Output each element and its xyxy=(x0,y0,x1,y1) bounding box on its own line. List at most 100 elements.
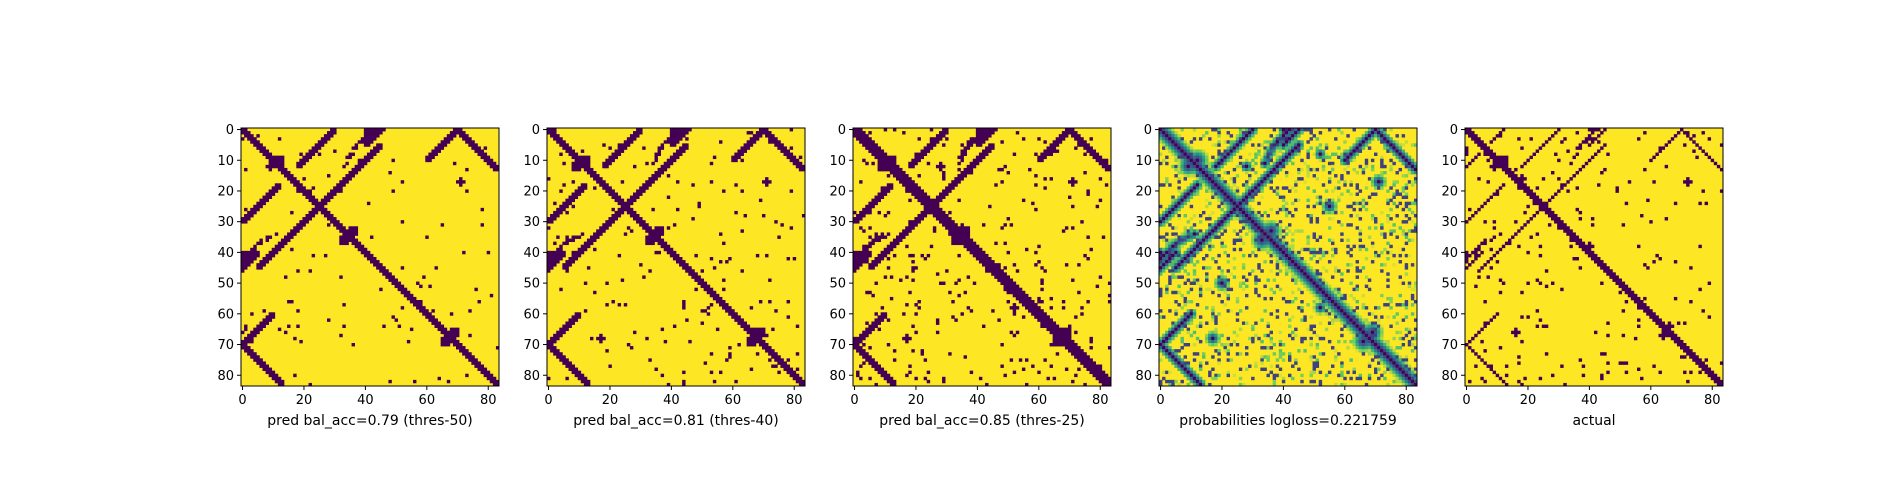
heatmap-cell xyxy=(945,217,949,221)
heatmap-cell xyxy=(1318,296,1323,301)
heatmap-cell xyxy=(697,278,701,282)
heatmap-cell xyxy=(1288,140,1292,144)
heatmap-cell xyxy=(486,370,491,375)
heatmap-cell xyxy=(1275,309,1280,313)
heatmap-cell xyxy=(247,137,251,141)
heatmap-cell xyxy=(250,260,254,264)
heatmap-cell xyxy=(1374,131,1378,135)
heatmap-cell xyxy=(571,204,575,209)
heatmap-cell xyxy=(259,204,263,209)
heatmap-cell xyxy=(1331,309,1335,313)
heatmap-cell xyxy=(1284,300,1289,304)
heatmap-cell xyxy=(1358,217,1363,221)
heatmap-cell xyxy=(982,140,986,144)
heatmap-cell xyxy=(577,370,582,375)
heatmap-cell xyxy=(317,207,322,212)
heatmap-cell xyxy=(1174,235,1178,239)
heatmap-cell xyxy=(394,281,398,285)
heatmap-cell xyxy=(1318,149,1323,153)
heatmap-cell xyxy=(966,235,971,239)
heatmap-cell xyxy=(886,167,891,172)
heatmap-cell xyxy=(314,146,319,150)
heatmap-cell xyxy=(577,158,582,163)
heatmap-cell xyxy=(645,241,649,246)
heatmap-cell xyxy=(1324,198,1329,203)
heatmap-cell xyxy=(1211,306,1215,310)
heatmap-cell xyxy=(259,361,263,365)
heatmap-cell xyxy=(1098,376,1103,381)
heatmap-cell xyxy=(1401,232,1406,236)
heatmap-cell xyxy=(1192,281,1197,285)
heatmap-cell xyxy=(1355,260,1359,264)
heatmap-cell xyxy=(1186,312,1191,316)
heatmap-cell xyxy=(1324,300,1329,304)
heatmap-cell xyxy=(1177,214,1181,218)
heatmap-cell xyxy=(935,134,940,138)
heatmap-cell xyxy=(388,275,392,279)
heatmap-cell xyxy=(1202,152,1206,156)
heatmap-cell xyxy=(1413,229,1418,233)
heatmap-cell xyxy=(1306,167,1310,172)
heatmap-cell xyxy=(1238,201,1243,206)
heatmap-cell xyxy=(902,171,906,175)
heatmap-cell xyxy=(363,158,368,163)
heatmap-cell xyxy=(574,312,579,316)
heatmap-cell xyxy=(1198,287,1203,292)
heatmap-cell xyxy=(975,155,980,160)
heatmap-cell xyxy=(1260,177,1264,181)
heatmap-cell xyxy=(666,226,671,230)
heatmap-cell xyxy=(1025,300,1029,304)
heatmap-cell xyxy=(1223,287,1227,292)
heatmap-cell xyxy=(1043,140,1047,144)
heatmap-cell xyxy=(495,382,500,387)
heatmap-cell xyxy=(1071,177,1075,181)
heatmap-cell xyxy=(1380,158,1384,163)
heatmap-cell xyxy=(608,217,612,221)
heatmap-cell xyxy=(1248,195,1252,199)
heatmap-cell xyxy=(963,235,967,239)
heatmap-cell xyxy=(1034,152,1038,156)
heatmap-cell xyxy=(327,134,331,138)
heatmap-cell xyxy=(449,312,454,316)
heatmap-cell xyxy=(1177,195,1181,199)
heatmap-cell xyxy=(277,158,282,163)
heatmap-cell xyxy=(1077,290,1081,295)
heatmap-cell xyxy=(1288,137,1292,141)
heatmap-cell xyxy=(1241,161,1246,166)
heatmap-cell xyxy=(700,321,704,325)
heatmap-cell xyxy=(755,137,760,141)
heatmap-cell xyxy=(1266,161,1270,166)
heatmap-cell xyxy=(911,260,915,264)
heatmap-cell xyxy=(620,149,625,153)
heatmap-cell xyxy=(1208,186,1212,190)
heatmap-cell xyxy=(1186,158,1191,163)
heatmap-cell xyxy=(1092,361,1096,365)
heatmap-cell xyxy=(1245,210,1249,215)
heatmap-cell xyxy=(1229,204,1234,209)
heatmap-cell xyxy=(468,309,472,313)
heatmap-cell xyxy=(768,134,772,138)
heatmap-cell xyxy=(1291,137,1295,141)
heatmap-cell xyxy=(253,250,257,255)
heatmap-cell xyxy=(1245,232,1249,236)
heatmap-cell xyxy=(853,260,857,264)
heatmap-cell xyxy=(1297,131,1301,135)
heatmap-cell xyxy=(456,131,460,135)
heatmap-cell xyxy=(929,143,934,147)
heatmap-cell xyxy=(468,352,472,356)
heatmap-cell xyxy=(1284,131,1289,135)
heatmap-cell xyxy=(559,253,563,258)
heatmap-cell xyxy=(945,226,949,230)
heatmap-cell xyxy=(1238,143,1243,147)
heatmap-cell xyxy=(1012,263,1017,267)
heatmap-cell xyxy=(722,287,726,292)
heatmap-cell xyxy=(320,204,325,209)
heatmap-cell xyxy=(801,382,806,387)
heatmap-cell xyxy=(1162,131,1166,135)
heatmap-cell xyxy=(1309,278,1313,282)
heatmap-cell xyxy=(877,327,881,332)
heatmap-cell xyxy=(342,229,346,233)
heatmap-cell xyxy=(985,134,989,138)
heatmap-cell xyxy=(963,241,967,246)
heatmap-cell xyxy=(443,137,448,141)
